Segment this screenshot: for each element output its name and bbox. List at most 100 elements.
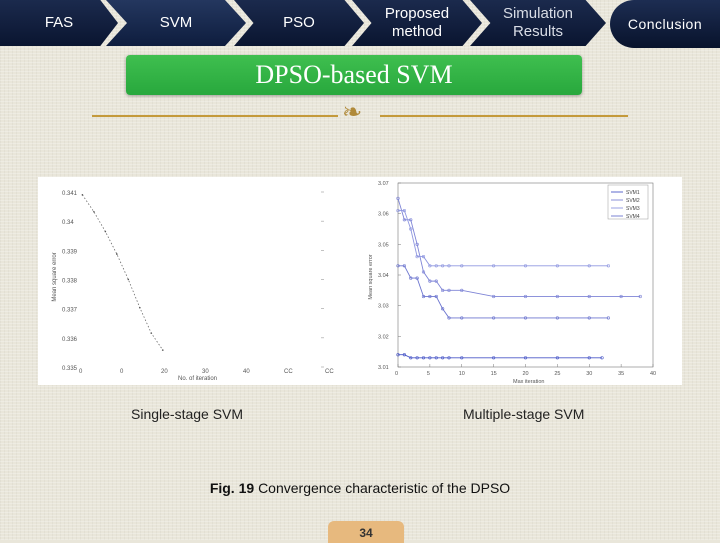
series-point-svm4: [409, 276, 413, 280]
y-axis-label: Mean square error: [368, 254, 374, 299]
series-point-svm1: [600, 356, 604, 360]
y-tick-label: 3.07: [378, 181, 389, 187]
series-point-svm4: [460, 316, 464, 320]
nav-label: Conclusion: [627, 16, 703, 32]
page-number: 34: [359, 526, 373, 540]
nav-item-conclusion[interactable]: Conclusion: [610, 0, 720, 48]
series-point-svm1: [396, 353, 400, 357]
series-line-svm1: [398, 354, 602, 359]
chart-multiple-stage-svg: 3.01 3.02 3.03 3.04 3.05 3.06 3.07 0 5 10 15 20 25 30…: [368, 181, 656, 385]
nav-item-fas[interactable]: FAS: [0, 0, 118, 46]
series-point-svm2: [409, 218, 413, 222]
series-point-svm1: [441, 356, 445, 360]
x-tick-label: 0: [395, 371, 398, 377]
series-point-svm3: [447, 264, 451, 268]
series-point-svm3: [460, 264, 464, 268]
x-tick-label: 35: [618, 371, 624, 377]
legend-label: SVM1: [626, 190, 640, 196]
series-point-svm3: [606, 264, 610, 268]
nav-label: Simulation Results: [502, 5, 574, 40]
series-point-svm3: [434, 264, 438, 268]
series-point-svm1: [587, 356, 591, 360]
y-tick-label: 3.03: [378, 304, 389, 310]
x-tick-label: 30: [202, 369, 209, 375]
slide-title-banner: DPSO-based SVM: [126, 55, 582, 95]
x-tick-label: 5: [427, 371, 430, 377]
series-point: [139, 306, 141, 309]
series-point-svm3: [415, 254, 419, 259]
y-tick-label: 3.06: [378, 212, 389, 218]
series-point: [161, 349, 164, 351]
series-point-svm3: [396, 208, 400, 213]
series-point-svm4: [415, 276, 419, 280]
series-point: [104, 230, 107, 233]
series-line: [82, 194, 164, 351]
series-point-svm1: [402, 353, 406, 357]
series-point-svm4: [555, 316, 559, 320]
y-tick-label: 3.05: [378, 242, 389, 248]
page-number-tab: 34: [328, 521, 404, 543]
series-point-svm1: [428, 356, 432, 360]
y-tick-label: 0.34: [62, 220, 74, 226]
series-point-svm2: [415, 242, 419, 246]
top-navigation: FAS SVM PSO Proposed method Simulation R…: [0, 0, 720, 50]
series-point-svm1: [409, 356, 413, 360]
series-point: [93, 210, 95, 213]
x-tick-label: 0: [120, 369, 124, 375]
series-point-svm2: [396, 196, 400, 200]
series-point-svm2: [638, 294, 642, 299]
chart-single-stage: 0.341 0.34 0.339 0.338 0.337 0.336 0.335 0 0 20 30…: [38, 177, 338, 385]
series-line-svm2: [397, 198, 641, 297]
series-point-svm4: [441, 307, 445, 311]
y-tick-label: 0.338: [62, 279, 78, 285]
series-point-svm4: [492, 316, 496, 320]
y-tick-label: 3.02: [378, 334, 389, 340]
series-point-svm2: [587, 294, 591, 299]
x-tick-label: 0: [79, 369, 83, 375]
x-tick-label: 30: [586, 371, 592, 377]
nav-label: Proposed method: [384, 5, 450, 40]
x-tick-label: CC: [284, 369, 293, 375]
series-line-svm3: [398, 210, 609, 267]
series-point-svm1: [523, 356, 528, 360]
series-point-svm4: [421, 294, 426, 299]
x-tick-label: 10: [459, 371, 465, 377]
slide-title: DPSO-based SVM: [255, 60, 453, 89]
nav-label: FAS: [44, 14, 74, 31]
series-point-svm2: [555, 294, 559, 299]
x-tick-label: 15: [491, 371, 497, 377]
series-point-svm3: [409, 227, 413, 231]
y-tick-label: 0.341: [62, 191, 78, 197]
nav-item-simulation-results[interactable]: Simulation Results: [470, 0, 606, 46]
y-tick-label: 0.335: [62, 366, 78, 372]
series-point-svm2: [421, 270, 426, 274]
figure-caption-text: Convergence characteristic of the DPSO: [258, 480, 511, 496]
series-point: [81, 194, 84, 196]
series-point-svm4: [587, 316, 591, 320]
series-point-svm4: [396, 264, 400, 268]
chart-multiple-stage: 3.01 3.02 3.03 3.04 3.05 3.06 3.07 0 5 10 15 20 25 30…: [358, 177, 682, 385]
legend-label: SVM2: [626, 198, 640, 204]
nav-item-svm[interactable]: SVM: [106, 0, 246, 46]
x-tick-label: 20: [523, 371, 529, 377]
series-point-svm2: [428, 279, 432, 283]
series-point: [150, 332, 153, 334]
series-point-svm3: [555, 264, 559, 268]
series-point-svm1: [434, 356, 438, 360]
x-axis-label: Max iteration: [513, 379, 545, 385]
series-point-svm2: [447, 288, 451, 292]
nav-item-proposed-method[interactable]: Proposed method: [352, 0, 482, 46]
y-tick-label: 3.04: [378, 273, 389, 279]
figure-panel: 0.341 0.34 0.339 0.338 0.337 0.336 0.335 0 0 20 30…: [38, 177, 682, 385]
series-point-svm3: [402, 208, 406, 213]
divider-left: [92, 115, 338, 117]
series-point-svm3: [587, 264, 591, 268]
caption-multiple-stage: Multiple-stage SVM: [463, 406, 585, 422]
series-line-svm4: [398, 265, 609, 319]
nav-item-pso[interactable]: PSO: [234, 0, 364, 46]
series-point-svm1: [460, 356, 464, 360]
y-tick-label: 0.337: [62, 308, 78, 314]
x-tick-label: 40: [243, 369, 250, 375]
series-point-svm3: [492, 264, 496, 268]
